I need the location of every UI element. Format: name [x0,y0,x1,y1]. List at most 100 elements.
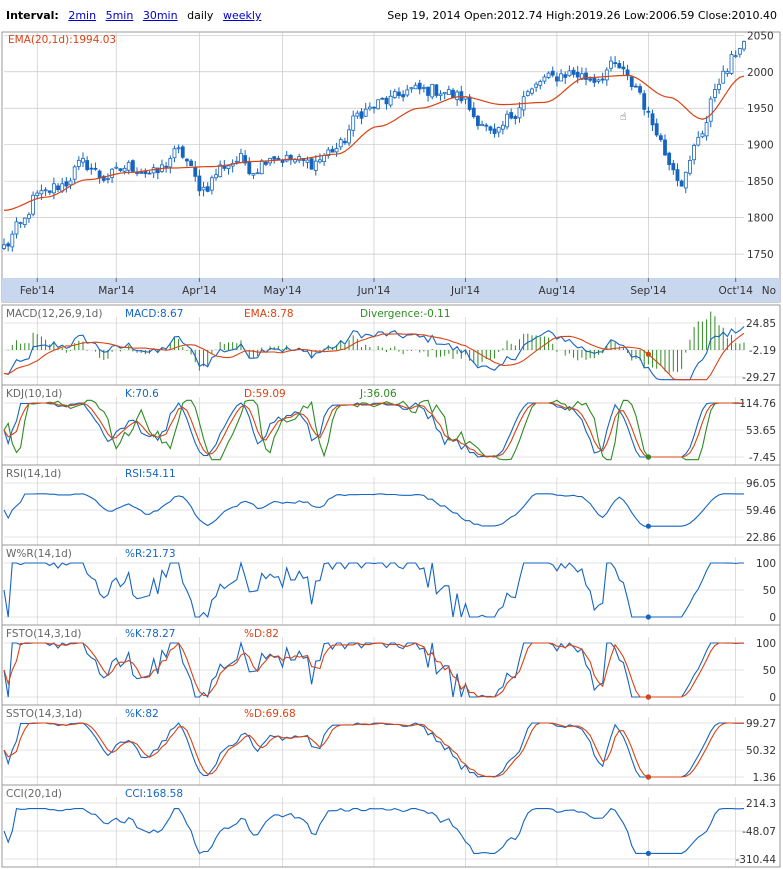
interval-weekly-link[interactable]: weekly [222,9,262,22]
candle-body [110,168,114,178]
date-axis-label: Aug'14 [539,285,576,297]
candle-body [355,112,360,117]
candle-body [642,93,647,110]
candle-body [712,89,717,98]
candle-body [243,155,248,164]
candle-body [363,108,368,117]
price-tick-label: 1850 [747,176,774,188]
candle-body [367,106,372,110]
indicator-value-label: K:70.6 [125,388,159,400]
panel-fsto: 100 50 0 FSTO(14,3,1d) %K:78.27 %D:82 [1,624,781,706]
candle-body [683,171,688,189]
stock-chart[interactable]: 1750 1800 1850 1900 1950 2000 2050 Feb'14 Mar'14… [0,28,783,869]
candle-body [563,74,568,78]
candle-body [97,170,102,179]
candle-body [417,82,422,90]
indicator-panel-frame [1,544,781,626]
open-value: 2012.74 [497,9,543,22]
high-label: High: [546,9,576,22]
indicator-name: MACD(12,26,9,1d) [6,308,102,320]
candle-body [309,158,314,170]
candle-body [546,72,551,78]
indicator-tick-label: 59.46 [746,505,776,517]
candle-body [114,166,119,169]
indicator-name: W%R(14,1d) [6,548,72,560]
indicator-tick-label: 100 [756,558,776,570]
candle-body [43,189,48,192]
candle-body [392,91,397,98]
indicator-tick-label: 99.27 [746,718,776,730]
interval-2min-link[interactable]: 2min [68,9,97,22]
indicator-name: RSI(14,1d) [6,468,61,480]
interval-label: Interval: [6,9,59,22]
candle-body [68,180,73,186]
low-value: 2006.59 [648,9,695,22]
candle-body [56,185,60,191]
candle-body [205,186,210,192]
indicator-tick-label: 0 [769,612,776,624]
rsi-line [3,493,744,527]
indicator-name: SSTO(14,3,1d) [6,708,82,720]
candle-body [388,95,393,106]
candle-body [455,91,460,100]
candle-body [692,145,697,161]
candle-body [185,158,189,162]
candle-body [617,63,622,69]
candle-body [280,159,285,163]
candle-body [600,78,605,81]
candle-body [584,72,588,80]
indicator-tick-label: -48.07 [742,826,776,838]
candle-body [189,160,193,167]
interval-30min-link[interactable]: 30min [142,9,178,22]
candle-body [604,69,609,81]
candles [2,40,746,252]
date-axis-label: Apr'14 [182,285,217,297]
date-axis-label: May'14 [264,285,302,297]
fsto-d-line [3,642,744,698]
candle-body [197,175,202,192]
candle-body [276,157,281,160]
date-axis-label: Sep'14 [630,285,666,297]
candle-body [64,181,69,187]
candle-body [571,69,576,75]
candle-body [293,159,297,163]
candle-body [663,139,667,156]
candle-body [538,81,543,86]
interval-5min-link[interactable]: 5min [105,9,134,22]
candle-body [93,167,98,170]
panel-macd: 24.85 -2.19 -29.27 MACD(12,26,9,1d) MACD:8.6… [1,304,781,386]
candle-body [72,166,77,180]
panel-ssto: 99.27 50.32 1.36 SSTO(14,3,1d) %K:82 %D:69.68 [1,704,781,786]
indicator-value-label: %D:82 [244,628,279,640]
candle-body [122,167,127,172]
candle-body [118,168,123,171]
indicator-tick-label: 100 [756,638,776,650]
indicator-panel-frame [1,464,781,546]
date-axis-label: Feb'14 [20,285,55,297]
candle-body [10,233,15,248]
ohlc-readout: Sep 19, 2014 Open:2012.74 High:2019.26 L… [387,9,777,22]
candle-body [106,178,110,180]
candle-body [733,55,738,58]
candle-body [172,148,177,159]
crosshair-dot [645,774,651,780]
candle-body [592,77,597,83]
candle-body [550,70,555,76]
candle-body [413,84,418,90]
candle-body [376,99,381,110]
candle-body [176,147,181,150]
price-tick-label: 2050 [747,30,774,42]
date-axis-label: No [762,285,776,297]
candle-body [654,123,659,136]
candle-body [555,76,559,82]
indicator-tick-label: 22.86 [746,532,776,544]
candle-body [322,155,327,163]
candle-body [704,122,709,137]
candle-body [201,186,206,191]
candle-body [729,54,734,74]
candle-body [85,160,90,170]
candle-body [575,71,580,78]
candle-body [218,164,223,178]
candle-body [318,159,322,163]
candle-body [675,169,680,181]
